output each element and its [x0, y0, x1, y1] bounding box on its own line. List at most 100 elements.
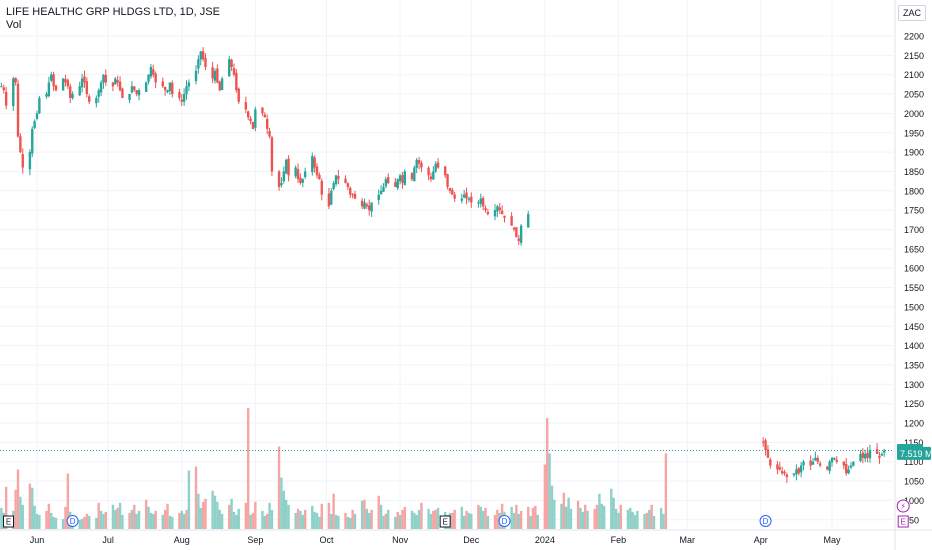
y-tick-label: 950: [904, 515, 919, 525]
volume-bar: [548, 453, 551, 529]
candle-body: [4, 92, 8, 106]
y-tick-label: 2000: [904, 109, 924, 119]
volume-bar: [600, 503, 604, 529]
volume-bar: [576, 500, 580, 529]
volume-bar: [460, 506, 463, 529]
volume-bar: [398, 514, 402, 529]
volume-bar: [211, 490, 214, 529]
volume-bar: [636, 510, 639, 529]
volume-bar: [218, 509, 221, 529]
last-volume-label-bg: [897, 446, 931, 460]
y-tick-label: 2150: [904, 51, 924, 61]
dividend-marker: [759, 515, 772, 527]
volume-bar: [351, 509, 354, 529]
volume-bar: [436, 507, 440, 529]
candle-body: [299, 177, 302, 184]
candle-body: [216, 68, 219, 83]
candle-body: [69, 86, 72, 98]
y-tick-label: 1900: [904, 148, 924, 158]
x-tick-label: Jun: [30, 535, 45, 545]
candle-body: [168, 82, 172, 92]
candle-body: [828, 461, 831, 471]
candle-body: [88, 96, 91, 102]
candle-body: [33, 121, 36, 129]
candle-body: [213, 70, 217, 81]
volume-bar: [330, 513, 333, 529]
volume-bar: [251, 512, 255, 529]
candle-body: [294, 167, 297, 177]
y-tick-label: 1650: [904, 244, 924, 254]
candle-body: [149, 66, 153, 77]
volume-bar: [235, 514, 238, 529]
volume-bar: [118, 502, 122, 529]
volume-bar: [477, 504, 480, 529]
price-axis[interactable]: 950 1000 1050 1100 1150 1200 1250 1300 1350 1400 1…: [904, 32, 924, 526]
volume-bar: [45, 510, 48, 529]
candle-body: [432, 171, 435, 180]
split-glyph: ⚡: [900, 502, 906, 511]
candle-body: [429, 176, 433, 180]
candle-body: [434, 163, 437, 172]
candle-body: [135, 90, 138, 95]
volume-bar: [484, 507, 487, 529]
x-tick-label: Jul: [102, 535, 114, 545]
volume-bar: [586, 510, 589, 529]
candle-body: [180, 99, 183, 102]
y-tick-label: 1450: [904, 322, 924, 332]
earnings-glyph: E: [443, 518, 448, 527]
candle-body: [351, 194, 354, 196]
candle-body: [868, 450, 872, 459]
candle-body: [401, 175, 404, 184]
volume-bar: [168, 515, 172, 529]
candle-body: [83, 76, 86, 83]
volume-bar: [294, 512, 297, 529]
volume-bar: [337, 515, 340, 529]
volume-bar: [194, 466, 198, 529]
volume-indicator-label[interactable]: Vol: [6, 19, 22, 31]
volume-bar: [415, 514, 418, 529]
candle-body: [315, 166, 319, 176]
candle-body: [498, 207, 501, 211]
y-tick-label: 1750: [904, 206, 924, 216]
volume-bar: [429, 513, 433, 529]
candle-body: [182, 94, 186, 102]
candle-body: [365, 204, 369, 207]
candle-body: [875, 449, 879, 454]
volume-bar: [344, 512, 347, 529]
candle-body: [284, 159, 288, 174]
candle-body: [232, 68, 236, 75]
volume-bar: [543, 464, 547, 529]
volume-bar: [201, 501, 205, 529]
volume-bar: [370, 509, 373, 529]
volume-bar: [527, 506, 530, 529]
candle-body: [35, 113, 39, 119]
y-tick-label: 2050: [904, 90, 924, 100]
volume-bar: [462, 515, 466, 529]
candle-body: [780, 470, 784, 474]
time-axis[interactable]: Jun Jul Aug Sep Oct Nov Dec 2024 Feb Mar Apr May: [30, 535, 841, 545]
y-tick-label: 1850: [904, 167, 924, 177]
candle-body: [349, 187, 352, 195]
volume-bar: [61, 518, 65, 529]
candle-body: [467, 198, 471, 200]
candle-body: [479, 198, 482, 204]
volume-bar: [133, 504, 136, 529]
chart-symbol-title[interactable]: LIFE HEALTHC GRP HLDGS LTD, 1D, JSE: [6, 6, 220, 18]
volume-bar: [434, 509, 437, 529]
volume-bar: [633, 514, 637, 529]
event-markers[interactable]: E D E D D ⚡ E: [3, 499, 910, 528]
candle-body: [394, 182, 397, 187]
candle-body: [785, 474, 789, 478]
candle-body: [230, 59, 233, 67]
currency-button[interactable]: ZAC: [898, 5, 926, 21]
candle-body: [111, 82, 115, 87]
candle-body: [878, 455, 881, 458]
y-tick-label: 1400: [904, 341, 924, 351]
candle-body: [517, 238, 520, 242]
volume-bar: [581, 511, 585, 529]
candle-body: [387, 177, 390, 184]
volume-bar: [187, 470, 191, 529]
candle-body: [171, 82, 174, 95]
volume-bar: [453, 509, 456, 529]
